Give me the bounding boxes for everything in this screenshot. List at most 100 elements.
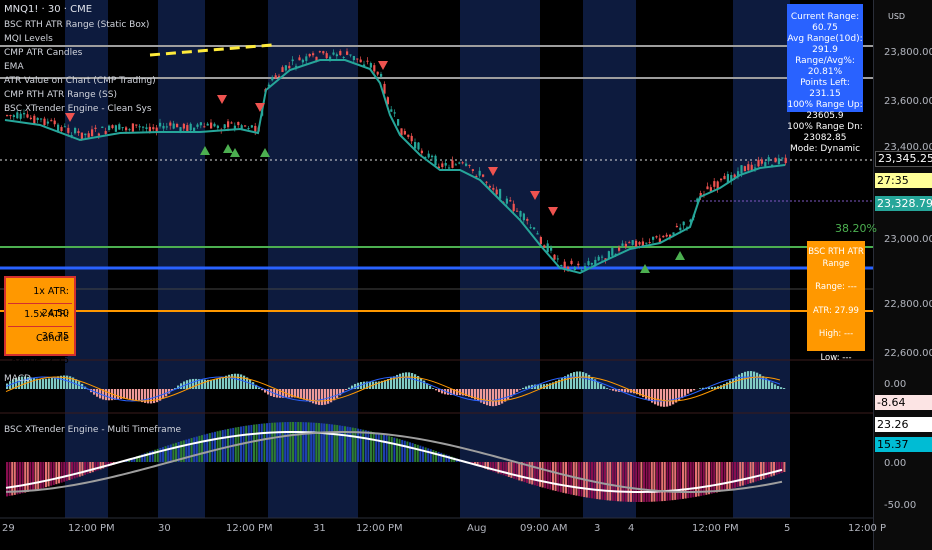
macd-bar (756, 372, 759, 389)
xtrender-bar (676, 462, 679, 500)
xtrender-bar (65, 462, 68, 481)
indicator-label[interactable]: BSC RTH ATR Range (Static Box) (4, 20, 150, 30)
candle (87, 133, 90, 138)
macd-bar (774, 384, 777, 389)
xtrender-bar (715, 462, 718, 493)
xtrender-bar (271, 422, 274, 462)
candle (203, 126, 206, 128)
xtrender-bar (138, 455, 141, 462)
xtrender-bar (292, 422, 294, 462)
sell-signal-icon (255, 103, 265, 112)
xtrender-bar (97, 462, 99, 471)
macd-bar (732, 378, 735, 389)
price-axis[interactable] (873, 0, 932, 550)
candle (199, 122, 202, 126)
candle (648, 242, 651, 244)
candle (689, 219, 692, 222)
candle (720, 178, 723, 181)
xtrender-bar (531, 462, 534, 485)
macd-zero: 0.00 (884, 379, 907, 390)
macd-bar (150, 389, 153, 404)
candle (179, 127, 182, 132)
candle (305, 56, 308, 61)
macd-bar (324, 389, 327, 405)
macd-bar (30, 377, 33, 389)
macd-bar (144, 389, 147, 403)
xtrender-bar (523, 462, 526, 483)
candle (536, 233, 539, 235)
session-shade (65, 0, 108, 518)
fib-label: 38.20% (835, 222, 877, 235)
candle (556, 258, 559, 260)
indicator-label[interactable]: CMP RTH ATR Range (SS) (4, 90, 117, 100)
macd-bar (54, 377, 57, 389)
xtrender-bar (632, 462, 635, 502)
macd-bar (522, 387, 525, 389)
macd-bar (738, 374, 741, 389)
indicator-label[interactable]: ATR Value on Chart (CMP Trading) (4, 76, 156, 86)
indicator-label[interactable]: CMP ATR Candles (4, 48, 83, 58)
symbol-title[interactable]: MNQ1! · 30 · CME (4, 4, 93, 15)
macd-bar (18, 376, 21, 389)
macd-bar (102, 389, 105, 400)
macd-bar (753, 371, 756, 389)
xtrender-bar (718, 462, 721, 492)
xtrender-slow-line (5, 431, 783, 493)
xtrender-bar (305, 422, 307, 462)
candle (607, 251, 610, 260)
xtrender-bar (653, 462, 656, 502)
macd-bar (474, 389, 477, 400)
candle (57, 124, 60, 131)
xtrender-bar (429, 449, 432, 462)
macd-bar (414, 374, 417, 389)
macd-bar (579, 371, 582, 389)
candle (597, 256, 600, 261)
xtrender-bar (315, 422, 318, 462)
xtrender-bar (422, 446, 424, 462)
xtrender-bar (481, 462, 484, 468)
xtrender-bar (357, 428, 359, 462)
macd-bar (672, 389, 675, 405)
current-price-tag: 23,345.25 (875, 151, 932, 167)
xtrender-bar (214, 431, 216, 462)
candle (118, 124, 121, 130)
xtrender-bar (549, 462, 552, 490)
xtrender-bar (253, 424, 255, 462)
xtrender-bar (385, 435, 388, 462)
xtrender-bar (697, 462, 700, 497)
indicator-label[interactable]: BSC XTrender Engine - Clean Sys (4, 104, 152, 114)
candle (125, 127, 128, 131)
xtrender-title[interactable]: BSC XTrender Engine - Multi Timeframe (4, 425, 181, 435)
x-tick: 30 (158, 523, 171, 534)
candle (420, 150, 423, 154)
candle (716, 181, 719, 190)
candle (70, 135, 73, 137)
indicator-label[interactable]: MQI Levels (4, 34, 53, 44)
xtrender-bar (255, 424, 258, 462)
macd-bar (597, 381, 600, 389)
xtrender-bar (721, 462, 723, 492)
xtrender-bar (640, 462, 643, 502)
candle (339, 51, 342, 55)
candle (757, 159, 760, 167)
currency-label[interactable]: USD (888, 12, 906, 21)
macd-bar (525, 386, 528, 389)
ema-line (4, 59, 786, 275)
xtrender-bar (50, 462, 53, 486)
xtrender-bar (728, 462, 731, 490)
xtrender-bar (424, 447, 427, 462)
macd-title[interactable]: MACD (4, 374, 31, 384)
macd-bar (768, 380, 771, 389)
xtrender-bar (567, 462, 570, 495)
macd-bar (468, 389, 471, 397)
indicator-label[interactable]: EMA (4, 62, 24, 72)
xtrender-bar (518, 462, 521, 481)
xtrender-bar (497, 462, 500, 474)
xtrender-bar (175, 442, 177, 462)
session-shade (460, 0, 540, 518)
xtrender-bar (359, 429, 362, 462)
info-line: Current Range: 60.75 (790, 12, 860, 33)
macd-bar (600, 384, 603, 389)
candle (730, 175, 733, 182)
